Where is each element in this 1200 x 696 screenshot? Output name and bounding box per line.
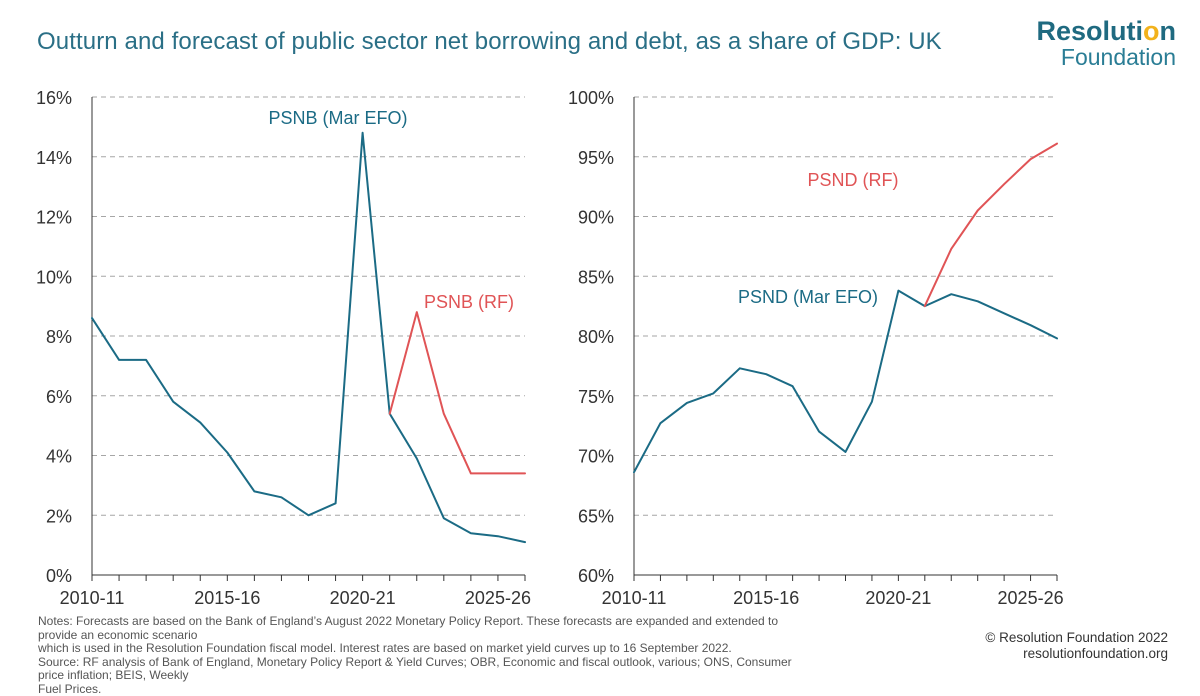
psnd-x-tick-label: 2025-26 <box>998 588 1064 608</box>
psnd-y-tick-label: 80% <box>578 327 614 347</box>
psnd-y-tick-label: 70% <box>578 447 614 467</box>
psnb-series-label-mar-efo: PSNB (Mar EFO) <box>268 108 407 128</box>
psnb-y-tick-label: 12% <box>36 208 72 228</box>
psnd-y-tick-label: 60% <box>578 566 614 586</box>
psnb-x-tick-label: 2015-16 <box>194 588 260 608</box>
debt-chart: 60% 65% 70% 75% 80% 85% 90% 95% 100% 2010-11 2015-… <box>568 88 1064 608</box>
psnd-y-tick-label: 85% <box>578 267 614 287</box>
psnb-y-tick-label: 8% <box>46 327 72 347</box>
website-link[interactable]: resolutionfoundation.org <box>985 646 1168 662</box>
psnb-y-tick-label: 2% <box>46 506 72 526</box>
psnd-x-tick-label: 2010-11 <box>602 588 667 608</box>
notes-block: Notes: Forecasts are based on the Bank o… <box>38 615 798 696</box>
borrowing-chart: 0% 2% 4% 6% 8% 10% 12% 14% 16% 2010-11 2015-16 2020… <box>36 88 531 608</box>
psnb-y-tick-label: 14% <box>36 148 72 168</box>
psnb-x-tick-label: 2025-26 <box>465 588 531 608</box>
psnd-x-tick-label: 2020-21 <box>865 588 931 608</box>
source-line: Fuel Prices. <box>38 683 798 696</box>
psnd-y-tick-label: 90% <box>578 208 614 228</box>
source-line: Source: RF analysis of Bank of England, … <box>38 656 798 683</box>
psnd-series-line-rf <box>925 144 1057 307</box>
notes-line: Notes: Forecasts are based on the Bank o… <box>38 615 798 642</box>
psnb-y-tick-label: 6% <box>46 387 72 407</box>
psnd-series-label-mar-efo: PSND (Mar EFO) <box>738 287 878 307</box>
charts-canvas: 0% 2% 4% 6% 8% 10% 12% 14% 16% 2010-11 2015-16 2020… <box>0 0 1200 675</box>
psnb-x-tick-label: 2020-21 <box>330 588 396 608</box>
psnd-y-tick-label: 100% <box>568 88 614 108</box>
notes-line: which is used in the Resolution Foundati… <box>38 642 798 656</box>
copyright-text: © Resolution Foundation 2022 <box>985 630 1168 646</box>
psnb-y-tick-label: 4% <box>46 447 72 467</box>
psnd-series-line-mar-efo <box>634 291 1057 473</box>
psnd-y-tick-label: 65% <box>578 506 614 526</box>
copyright-block: © Resolution Foundation 2022 resolutionf… <box>985 630 1168 662</box>
psnb-x-tick-label: 2010-11 <box>60 588 125 608</box>
psnb-y-tick-label: 0% <box>46 566 72 586</box>
psnd-x-tick-label: 2015-16 <box>733 588 799 608</box>
psnb-series-line-mar-efo <box>92 133 525 542</box>
psnb-y-tick-label: 10% <box>36 267 72 287</box>
psnb-y-tick-label: 16% <box>36 88 72 108</box>
psnd-y-tick-label: 95% <box>578 148 614 168</box>
psnd-y-tick-label: 75% <box>578 387 614 407</box>
psnb-series-line-rf <box>390 312 525 473</box>
psnb-series-label-rf: PSNB (RF) <box>424 292 514 312</box>
psnd-series-label-rf: PSND (RF) <box>808 170 899 190</box>
